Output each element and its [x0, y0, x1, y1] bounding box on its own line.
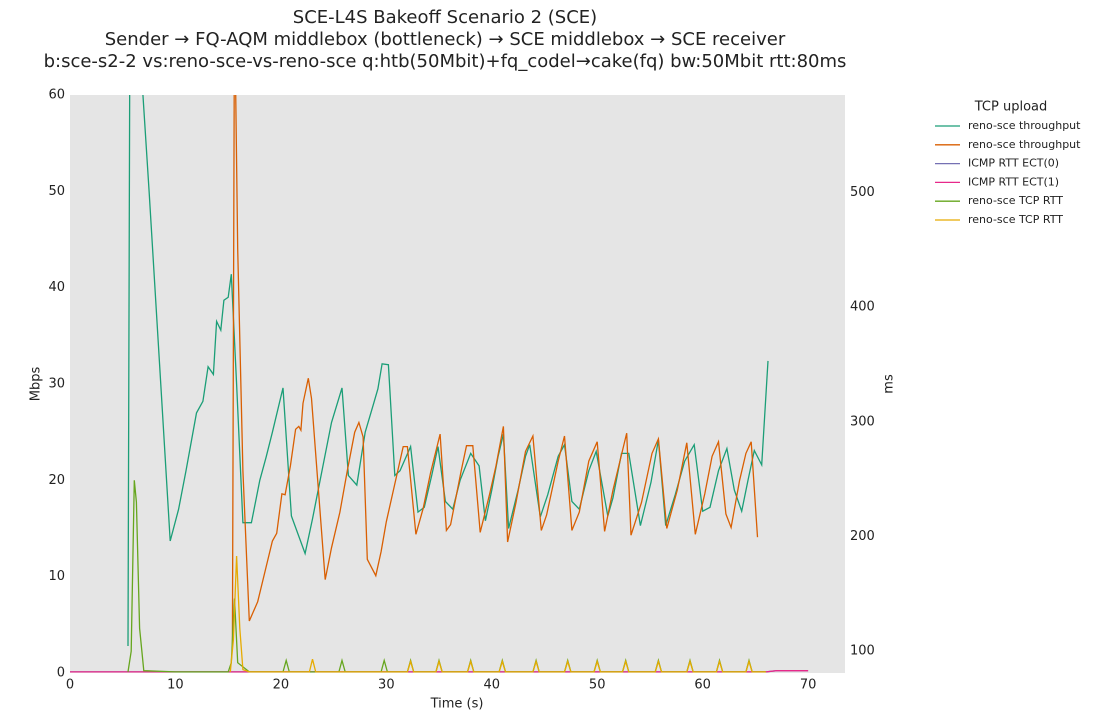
- y2-tick-label: 100: [850, 644, 875, 659]
- x-tick-label: 60: [694, 678, 711, 693]
- x-tick-label: 70: [800, 678, 817, 693]
- y-tick-label: 50: [48, 184, 65, 199]
- legend-label: reno-sce throughput: [968, 119, 1081, 132]
- series-group: [70, 95, 809, 673]
- y-tick-label: 0: [57, 666, 65, 681]
- y2-tick-label: 400: [850, 300, 875, 315]
- plot-area: [70, 95, 845, 673]
- series-line: [231, 95, 759, 647]
- y-tick-label: 10: [48, 569, 65, 584]
- legend-label: ICMP RTT ECT(1): [968, 175, 1059, 188]
- legend-label: ICMP RTT ECT(0): [968, 157, 1059, 170]
- x-tick-label: 20: [273, 678, 290, 693]
- y2-tick-label: 200: [850, 529, 875, 544]
- legend-label: reno-sce throughput: [968, 138, 1081, 151]
- legend-label: reno-sce TCP RTT: [968, 213, 1063, 226]
- x-tick-label: 40: [483, 678, 500, 693]
- legend-title: TCP upload: [974, 100, 1048, 115]
- y2-tick-label: 500: [850, 185, 875, 200]
- y-tick-label: 40: [48, 280, 65, 295]
- chart-subtitle: Sender → FQ-AQM middlebox (bottleneck) →…: [105, 29, 786, 50]
- y2-axis-label: ms: [882, 374, 897, 394]
- x-tick-label: 0: [66, 678, 74, 693]
- y-tick-label: 30: [48, 377, 65, 392]
- legend-label: reno-sce TCP RTT: [968, 194, 1063, 207]
- chart-title: SCE-L4S Bakeoff Scenario 2 (SCE): [293, 7, 597, 28]
- y-tick-label: 60: [48, 88, 65, 103]
- x-axis-label: Time (s): [430, 697, 484, 712]
- y2-tick-label: 300: [850, 414, 875, 429]
- y-axis-label: Mbps: [29, 367, 44, 402]
- x-tick-label: 50: [589, 678, 606, 693]
- y-tick-label: 20: [48, 473, 65, 488]
- x-tick-label: 30: [378, 678, 395, 693]
- series-line: [229, 555, 766, 673]
- chart-subtitle: b:sce-s2-2 vs:reno-sce-vs-reno-sce q:htb…: [44, 51, 847, 72]
- x-tick-label: 10: [167, 678, 184, 693]
